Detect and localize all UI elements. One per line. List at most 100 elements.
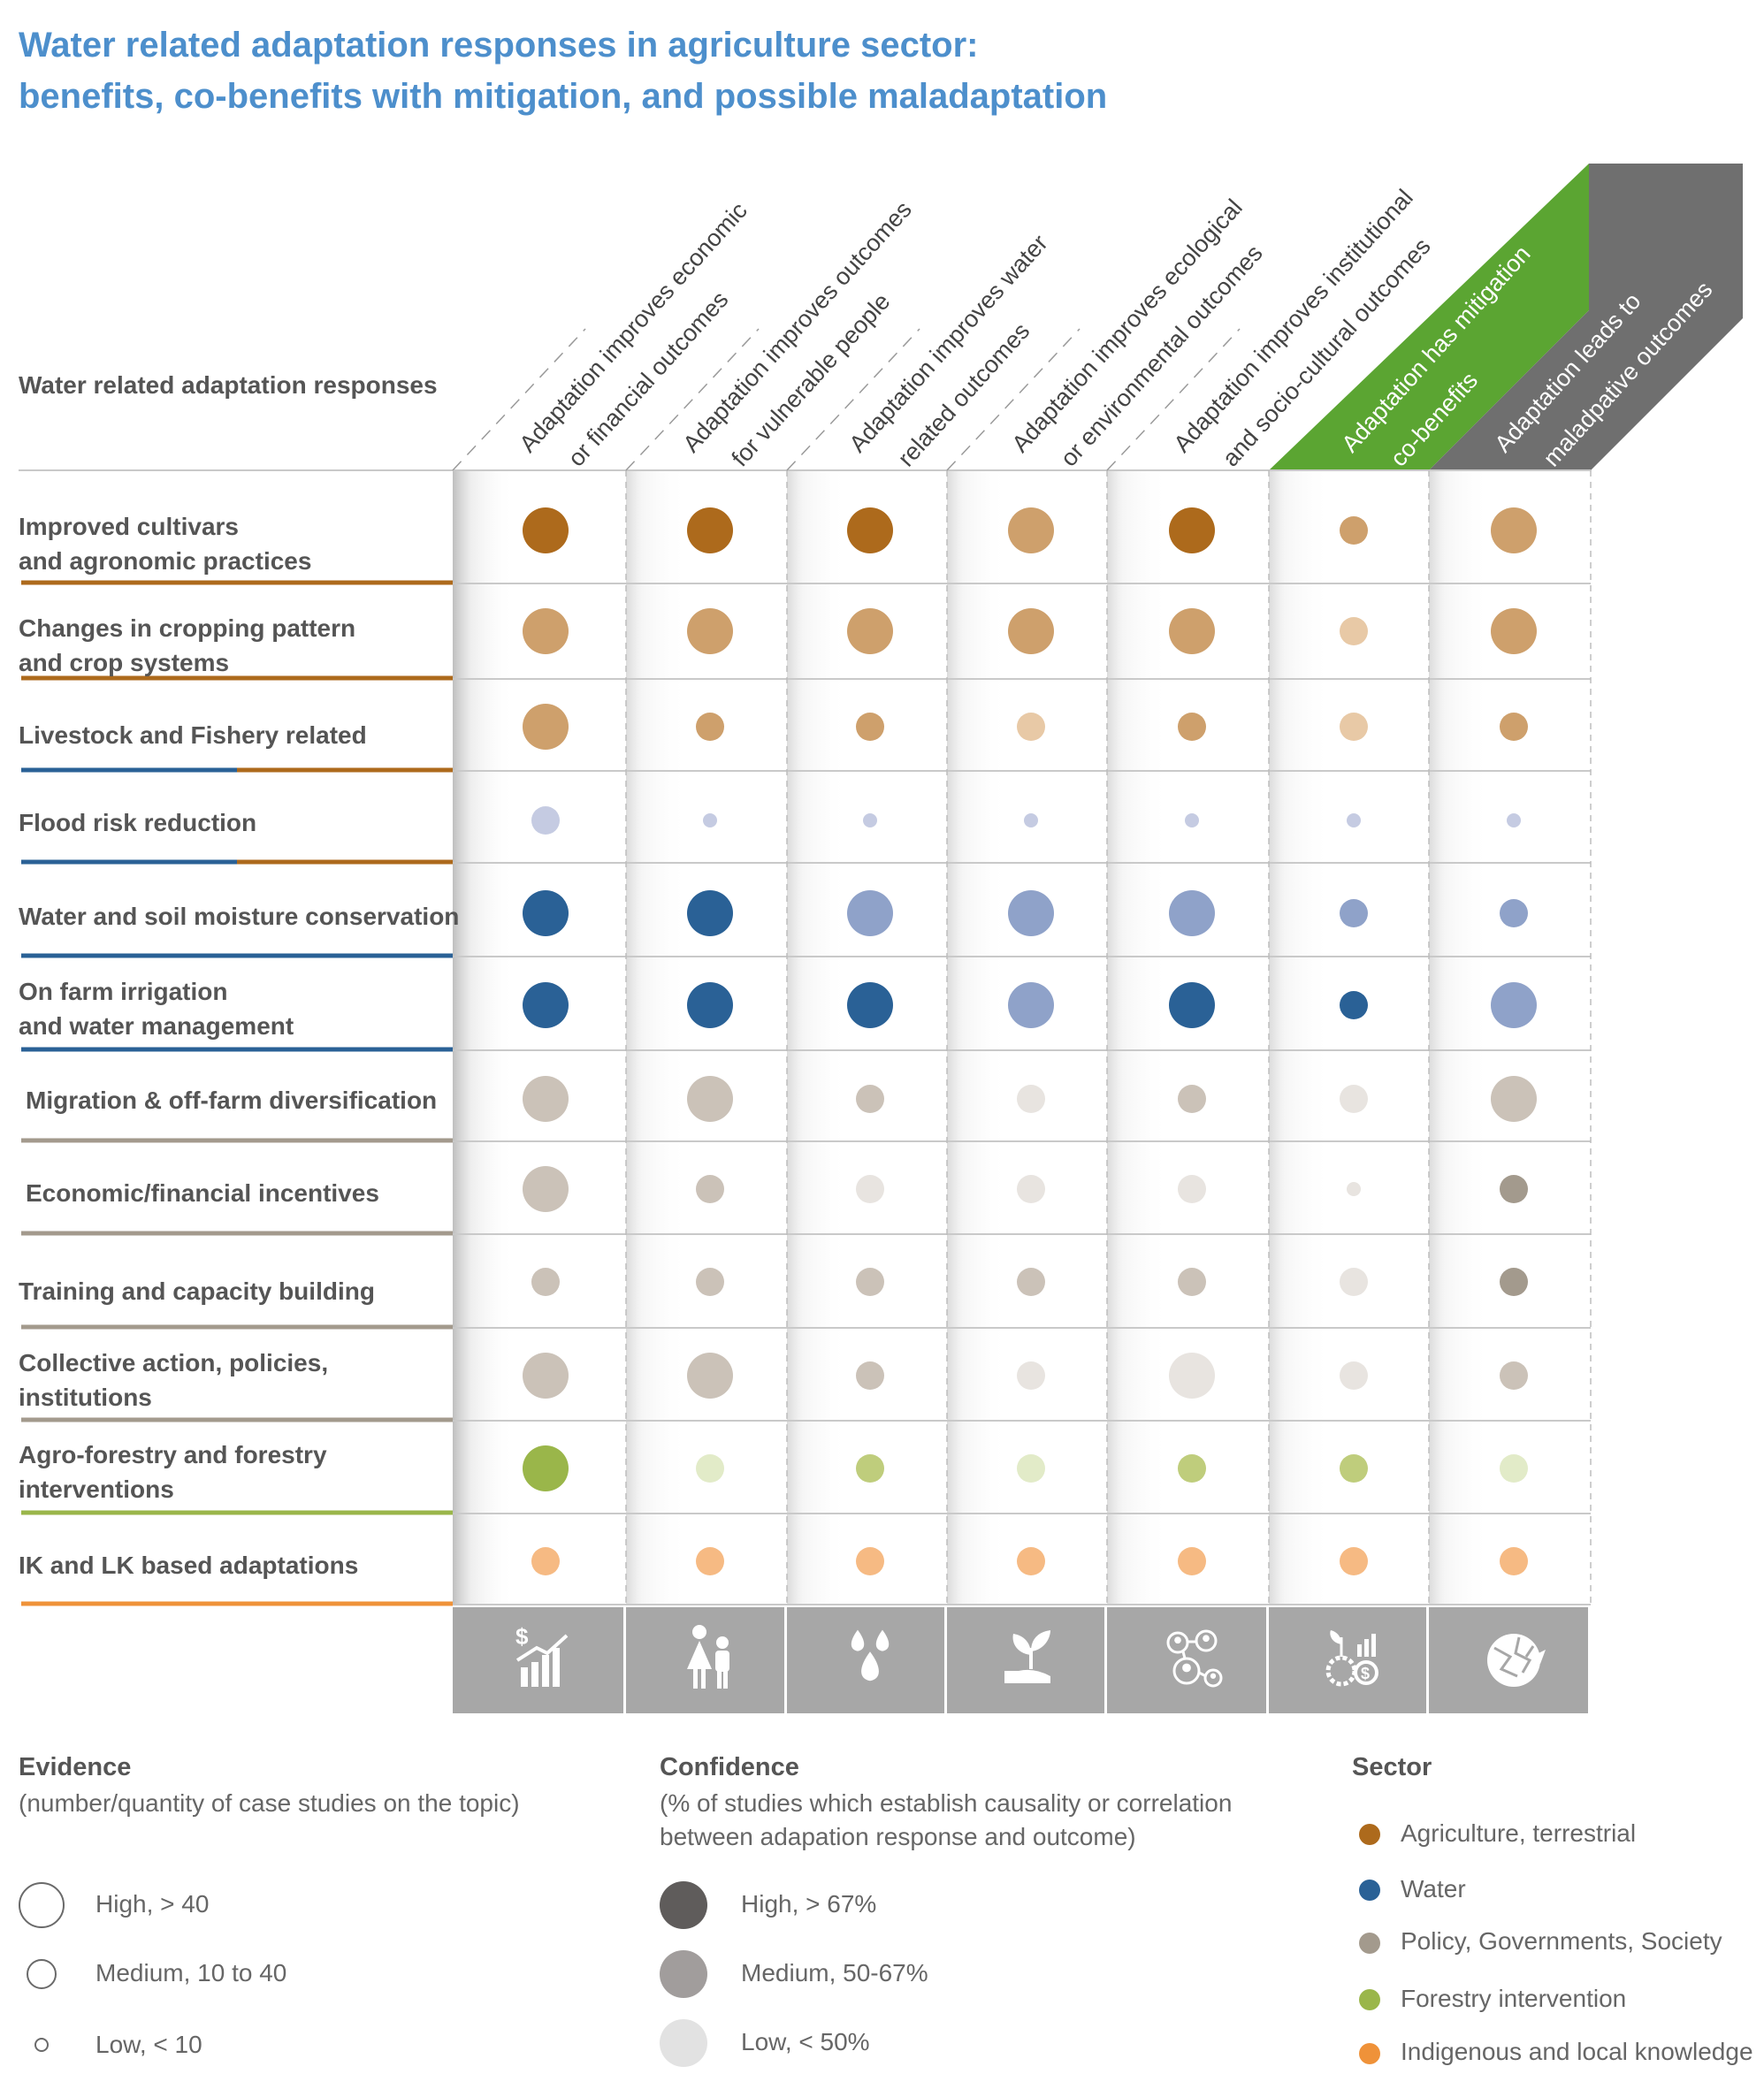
icon-bar <box>1371 1634 1376 1657</box>
bubble-water <box>863 813 877 827</box>
bubble-forestry <box>696 1454 724 1483</box>
confidence-legend-subtitle-1: (% of studies which establish causality … <box>660 1789 1233 1817</box>
icon-drop <box>875 1629 890 1651</box>
bubble-agriculture <box>1008 507 1054 553</box>
row-label-3-line-1: Livestock and Fishery related <box>19 721 367 749</box>
sector-legend-mark <box>1359 1880 1380 1901</box>
bubble-indigenous <box>696 1547 724 1575</box>
header-diagonal-separator <box>786 328 920 471</box>
bubble-agriculture <box>856 713 884 741</box>
row-label-5-line-1: Water and soil moisture conservation <box>19 903 460 930</box>
confidence-legend-subtitle-2: between adapation response and outcome) <box>660 1823 1136 1850</box>
column-shade <box>1107 471 1169 1605</box>
bubble-forestry <box>1340 1454 1368 1483</box>
confidence-legend-high-mark <box>660 1881 707 1929</box>
icon-head <box>692 1625 706 1639</box>
economic-growth-icon: $ <box>515 1623 569 1687</box>
icon-leg <box>723 1671 728 1689</box>
bubble-policy <box>1500 1175 1528 1203</box>
icon-bar <box>531 1662 538 1687</box>
bubble-agriculture <box>847 608 893 654</box>
bubble-water <box>847 982 893 1028</box>
icon-person-head <box>1210 1673 1217 1679</box>
icon-leaf <box>1031 1630 1050 1651</box>
bubble-water <box>1500 899 1528 927</box>
bubble-policy <box>856 1361 884 1390</box>
icon-dollar: $ <box>515 1623 529 1650</box>
bubble-policy <box>687 1353 733 1399</box>
bubble-policy <box>1017 1085 1045 1113</box>
row-label-12-line-1: IK and LK based adaptations <box>19 1552 359 1579</box>
vulnerable-people-icon <box>687 1625 729 1689</box>
mitigation-header-band <box>1269 164 1589 470</box>
bubble-policy <box>523 1076 569 1122</box>
bubble-policy <box>531 1268 560 1296</box>
row-label-9-line-1: Training and capacity building <box>19 1277 375 1305</box>
bubble-water <box>1008 890 1054 936</box>
sector-legend-water: Water <box>1401 1875 1466 1903</box>
figure-title-line-2: benefits, co-benefits with mitigation, a… <box>19 77 1108 116</box>
icon-bar <box>521 1667 528 1687</box>
cracked-globe-icon <box>1487 1634 1546 1687</box>
bubble-forestry <box>1500 1454 1528 1483</box>
evidence-legend-medium-mark <box>27 1959 57 1989</box>
column-shade <box>947 471 1009 1605</box>
bubble-indigenous <box>1340 1547 1368 1575</box>
icon-person-head <box>1203 1635 1210 1643</box>
icon-person-head <box>1174 1636 1181 1644</box>
bubble-policy <box>856 1175 884 1203</box>
sector-legend-mark <box>1359 1933 1380 1954</box>
bubble-water <box>1491 982 1537 1028</box>
sector-legend-title: Sector <box>1352 1753 1432 1781</box>
bubble-water <box>1169 890 1215 936</box>
bubble-water <box>523 982 569 1028</box>
bubble-agriculture <box>1169 507 1215 553</box>
icon-dollar: $ <box>1361 1665 1370 1682</box>
bubble-policy <box>1178 1175 1206 1203</box>
bubble-policy <box>1340 1085 1368 1113</box>
bubble-water <box>1340 991 1368 1019</box>
bubble-water <box>523 890 569 936</box>
figure-title-line-1: Water related adaptation responses in ag… <box>19 26 979 65</box>
bubble-water <box>703 813 717 827</box>
header-diagonal-separator <box>1106 328 1241 471</box>
bubble-policy <box>1347 1182 1361 1196</box>
confidence-legend-high: High, > 67% <box>741 1890 877 1918</box>
header-diagonal-separator <box>946 328 1081 471</box>
bubble-forestry <box>1178 1454 1206 1483</box>
bubble-policy <box>687 1076 733 1122</box>
bubble-agriculture <box>696 713 724 741</box>
bubble-indigenous <box>856 1547 884 1575</box>
bubble-agriculture <box>1491 608 1537 654</box>
row-label-6-line-2: and water management <box>19 1012 294 1040</box>
bubble-agriculture <box>1340 617 1368 645</box>
icon-head <box>716 1636 729 1649</box>
bubble-agriculture <box>1491 507 1537 553</box>
bubble-agriculture <box>1017 713 1045 741</box>
bubble-indigenous <box>1178 1547 1206 1575</box>
icon-hand <box>1004 1669 1050 1683</box>
column-shade <box>626 471 688 1605</box>
confidence-legend-medium: Medium, 50-67% <box>741 1959 928 1986</box>
evidence-legend-title: Evidence <box>19 1753 132 1781</box>
bubble-agriculture <box>1178 713 1206 741</box>
bubble-water <box>1185 813 1199 827</box>
confidence-legend-low: Low, < 50% <box>741 2028 870 2055</box>
row-label-10-line-1: Collective action, policies, <box>19 1349 329 1376</box>
bubble-indigenous <box>1017 1547 1045 1575</box>
bubble-agriculture <box>687 507 733 553</box>
icon-bar <box>542 1655 549 1687</box>
icon-bar <box>1357 1644 1362 1657</box>
evidence-legend-low: Low, < 10 <box>95 2031 202 2058</box>
bubble-policy <box>1017 1175 1045 1203</box>
bubble-agriculture <box>523 608 569 654</box>
bubble-water <box>1008 982 1054 1028</box>
bubble-policy <box>1340 1268 1368 1296</box>
row-label-6-line-1: On farm irrigation <box>19 978 228 1005</box>
bubble-policy <box>523 1353 569 1399</box>
icon-leaf <box>1330 1630 1341 1644</box>
sector-legend-mark <box>1359 1824 1380 1845</box>
icon-drop <box>861 1651 879 1681</box>
